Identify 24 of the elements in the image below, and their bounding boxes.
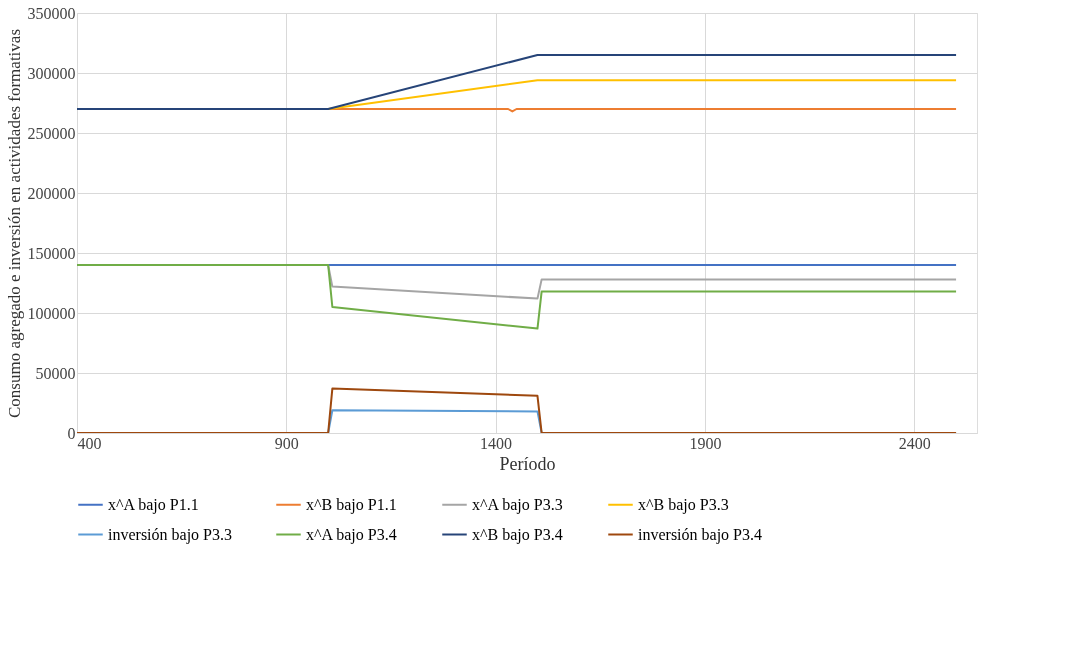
y-tick-label: 0 bbox=[67, 424, 76, 442]
y-tick-label: 200000 bbox=[27, 184, 76, 202]
legend-label: x^B bajo P3.4 bbox=[472, 525, 563, 544]
x-tick-label: 1400 bbox=[480, 434, 513, 452]
x-axis-title: Período bbox=[499, 453, 556, 474]
y-tick-label: 50000 bbox=[35, 364, 76, 382]
legend-label: x^A bajo P3.3 bbox=[472, 495, 563, 514]
legend-label: inversión bajo P3.4 bbox=[638, 525, 762, 544]
y-axis-title: Consumo agregado e inversión en actividades formativas bbox=[4, 29, 24, 418]
x-tick-label: 900 bbox=[274, 434, 299, 452]
legend-label: x^A bajo P1.1 bbox=[108, 495, 199, 514]
legend-label: x^B bajo P1.1 bbox=[306, 495, 397, 514]
y-tick-label: 300000 bbox=[27, 64, 76, 82]
y-tick-label: 350000 bbox=[27, 4, 76, 22]
x-tick-label: 400 bbox=[77, 434, 102, 452]
y-tick-label: 250000 bbox=[27, 124, 76, 142]
line-series bbox=[77, 264, 958, 330]
x-tick-label: 2400 bbox=[898, 434, 931, 452]
legend-label: inversión bajo P3.3 bbox=[108, 525, 232, 544]
legend-label: x^A bajo P3.4 bbox=[306, 525, 397, 544]
x-tick-label: 1900 bbox=[689, 434, 722, 452]
legend-label: x^B bajo P3.3 bbox=[638, 495, 729, 514]
y-tick-label: 100000 bbox=[27, 304, 76, 322]
y-tick-label: 150000 bbox=[27, 244, 76, 262]
